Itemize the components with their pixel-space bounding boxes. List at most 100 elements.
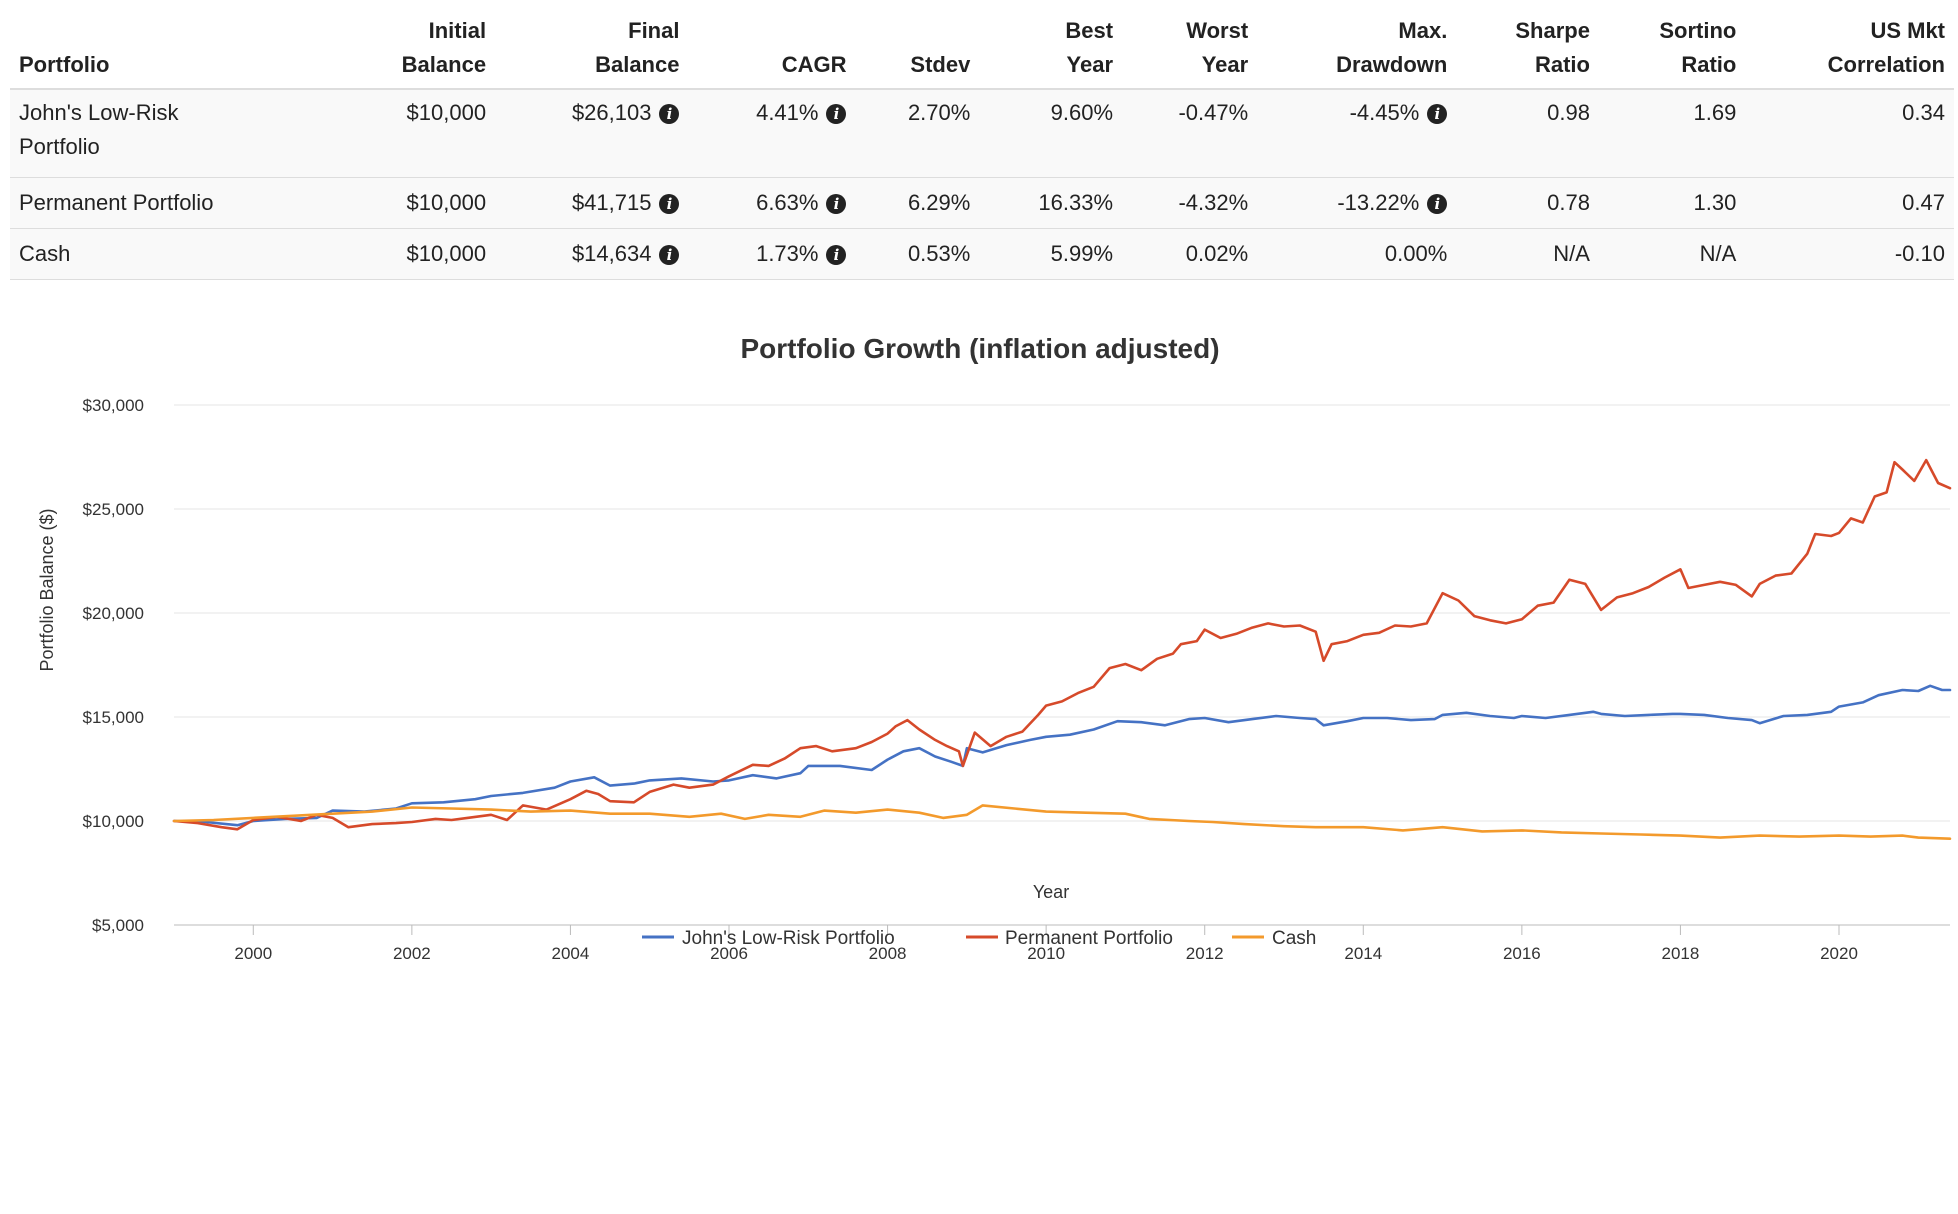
x-tick-label: 2006 [710,944,748,963]
column-header-line2: Balance [401,52,487,77]
cell-value: $10,000 [406,100,487,125]
cell-cagr: 6.63% i [688,177,856,228]
cell-worst-year: -0.47% [1122,89,1258,177]
portfolio-name: John's Low-Risk [19,100,179,125]
x-tick-label: 2004 [552,944,590,963]
cell-value: 1.30 [1693,189,1737,215]
y-tick-label: $5,000 [92,916,144,935]
column-header-line2: Stdev [910,52,971,77]
cell-value: $26,103 [571,100,652,125]
cell-value: 0.98 [1547,100,1590,125]
column-header-line2: Year [1201,52,1249,77]
column-header-us-mkt-correlation: US Mkt Correlation [1745,0,1954,89]
legend-item: Permanent Portfolio [966,928,1173,949]
column-header-best-year: Best Year [979,0,1122,89]
cell-value: 9.60% [1050,100,1114,125]
cell-value: 2.70% [907,100,971,125]
legend-label: Cash [1272,928,1316,949]
cell-cagr: 1.73% i [688,228,856,279]
table-row: Permanent Portfolio $10,000 $41,715 i 6.63% i… [10,177,1954,228]
series-line-1 [172,458,1952,831]
column-header-line2: Drawdown [1336,52,1448,77]
cell-value: 0.47 [1902,189,1945,215]
cell-max-drawdown: -4.45% i [1257,89,1457,177]
x-tick-label: 2010 [1027,944,1065,963]
cell-initial-balance: $10,000 [337,89,496,177]
cell-max-drawdown: -13.22% i [1257,177,1457,228]
x-tick-label: 2016 [1503,944,1541,963]
portfolio-summary-table: Portfolio Initial Balance Final Balance CAGR… [10,0,1954,280]
portfolio-name-cell: Cash [10,228,338,279]
y-tick-label: $25,000 [83,500,144,519]
info-circle-icon[interactable]: i [1427,104,1448,124]
column-header-line1: Sortino [1659,18,1737,43]
chart-title: Portfolio Growth (inflation adjusted) [740,333,1219,364]
cell-value: -0.10 [1894,240,1945,266]
info-circle-icon[interactable]: i [826,104,847,124]
info-circle-icon[interactable]: i [659,244,680,265]
cell-sharpe: 0.78 [1456,177,1599,228]
legend-item: Cash [1232,928,1316,949]
x-tick-label: 2008 [869,944,907,963]
column-header-line1: US Mkt [1870,18,1945,43]
chart-series [172,458,1952,840]
portfolio-name-cell: John's Low-Risk Portfolio [10,89,338,177]
column-header-line1: Worst [1186,18,1249,43]
cell-best-year: 9.60% [979,89,1123,177]
cell-value: 1.69 [1693,100,1737,125]
info-circle-icon[interactable]: i [826,193,847,214]
cell-value: N/A [1699,240,1737,266]
cell-stdev: 2.70% [855,89,980,177]
chart-gridlines [174,404,1950,926]
cell-value: $10,000 [406,189,487,215]
info-circle-icon[interactable]: i [659,104,680,124]
table-header-row: Portfolio Initial Balance Final Balance CAGR… [10,0,1954,89]
cell-value: -13.22% [1337,189,1420,215]
y-tick-label: $20,000 [83,604,144,623]
cell-value: 6.63% [756,189,819,215]
x-tick-label: 2018 [1662,944,1700,963]
column-header-line2: Ratio [1681,52,1737,77]
cell-cagr: 4.41% i [688,89,856,177]
cell-value: -4.45% [1349,100,1420,125]
column-header-worst-year: Worst Year [1122,0,1257,89]
column-header-line2: Ratio [1534,52,1590,77]
cell-value: 1.73% [756,240,819,266]
x-tick-label: 2020 [1820,944,1858,963]
legend-label: Permanent Portfolio [1005,928,1173,949]
cell-value: $10,000 [406,240,487,266]
column-header-line2: CAGR [781,52,847,77]
info-circle-icon[interactable]: i [1427,193,1448,214]
cell-stdev: 6.29% [855,177,980,228]
column-header-line1 [697,14,846,48]
cell-value: N/A [1553,240,1590,266]
cell-best-year: 16.33% [979,177,1123,228]
cell-value: 6.29% [907,189,971,215]
x-tick-label: 2000 [234,944,272,963]
cell-value: 0.02% [1185,240,1249,266]
cell-value: 4.41% [756,100,819,125]
x-tick-label: 2002 [393,944,431,963]
column-header-final-balance: Final Balance [495,0,688,89]
y-axis-title: Portfolio Balance ($) [37,508,57,671]
cell-us-mkt-correlation: 0.47 [1745,177,1954,228]
cell-sortino: 1.30 [1598,177,1746,228]
x-tick-label: 2012 [1186,944,1224,963]
cell-us-mkt-correlation: 0.34 [1745,89,1954,177]
portfolio-name: Permanent Portfolio [19,189,214,215]
column-header-sharpe: Sharpe Ratio [1456,0,1599,89]
chart-axes: $5,000 $10,000 $15,000 $20,000 $25,000 $30,00… [83,396,1858,963]
info-circle-icon[interactable]: i [826,244,847,265]
column-header-line2: Balance [595,52,680,77]
cell-value: 0.78 [1547,189,1590,215]
cell-sortino: N/A [1598,228,1746,279]
column-header-portfolio: Portfolio [10,0,337,89]
info-circle-icon[interactable]: i [659,193,680,214]
legend-label: John's Low-Risk Portfolio [682,928,895,949]
y-tick-label: $30,000 [83,396,144,415]
cell-value: 16.33% [1038,189,1114,215]
cell-value: 0.00% [1384,240,1448,266]
cell-value: $14,634 [571,240,652,266]
portfolio-name: Cash [19,240,71,266]
x-tick-label: 2014 [1344,944,1382,963]
